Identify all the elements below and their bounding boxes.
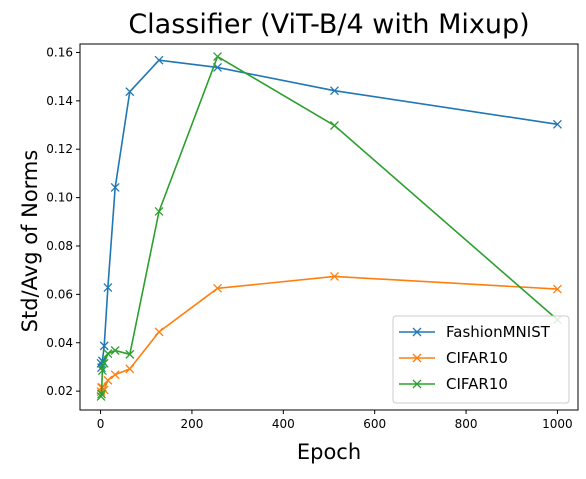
data-point-marker [330, 272, 339, 281]
legend-label: CIFAR10 [446, 375, 508, 393]
data-point-marker [110, 346, 120, 355]
data-point-marker [154, 55, 164, 65]
data-point-marker [552, 284, 562, 294]
legend-entry: CIFAR10 [399, 349, 508, 367]
legend-entry: CIFAR10 [399, 375, 508, 393]
data-point-marker [125, 87, 135, 97]
data-point-marker [103, 375, 113, 385]
data-point-marker [125, 349, 135, 359]
x-tick-label: 600 [363, 417, 386, 431]
x-axis-label: Epoch [297, 440, 361, 464]
legend-entry: FashionMNIST [399, 323, 551, 341]
data-point-marker [154, 206, 164, 216]
x-tick-label: 800 [455, 417, 478, 431]
legend-marker [412, 353, 422, 363]
data-point-marker [154, 327, 164, 337]
y-tick-label: 0.02 [46, 384, 73, 398]
data-point-marker [125, 364, 135, 374]
series-1 [96, 55, 562, 373]
data-point-marker [110, 182, 120, 192]
legend-label: CIFAR10 [446, 349, 508, 367]
legend-box [392, 315, 570, 404]
axes: 0 200 400 600 800 1000 0.02 0.04 0.06 0.08 0.10 0.1… [46, 43, 579, 431]
data-point-marker [213, 52, 222, 62]
data-point-marker [96, 391, 106, 401]
legend-marker [412, 327, 422, 337]
data-point-marker [97, 389, 106, 399]
legend-marker [412, 379, 422, 389]
y-axis-label: Std/Avg of Norms [18, 150, 42, 333]
data-point-marker [99, 341, 109, 351]
plot-area [96, 52, 562, 401]
legend: FashionMNIST CIFAR10 CIFAR10 [392, 315, 570, 404]
data-point-marker [103, 283, 113, 293]
data-point-marker [330, 86, 339, 96]
data-point-marker [103, 349, 113, 359]
data-point-marker [552, 119, 562, 129]
legend-label: FashionMNIST [446, 323, 551, 341]
x-tick-label: 200 [180, 417, 203, 431]
y-tick-label: 0.06 [46, 287, 73, 301]
data-point-marker [330, 121, 339, 130]
data-point-marker [213, 283, 222, 293]
data-point-marker [97, 366, 107, 376]
y-tick-label: 0.04 [46, 336, 73, 350]
axes-frame [79, 43, 579, 411]
y-tick-label: 0.14 [46, 94, 73, 108]
x-tick-label: 400 [272, 417, 295, 431]
y-tick-label: 0.10 [46, 191, 73, 205]
y-tick-label: 0.12 [46, 142, 73, 156]
data-point-marker [110, 370, 120, 380]
data-point-marker [99, 358, 109, 368]
y-tick-label: 0.16 [46, 45, 73, 59]
x-tick-label: 1000 [542, 417, 573, 431]
y-tick-label: 0.08 [46, 239, 73, 253]
x-tick-label: 0 [97, 417, 105, 431]
chart-title: Classifier (ViT-B/4 with Mixup) [128, 9, 529, 40]
